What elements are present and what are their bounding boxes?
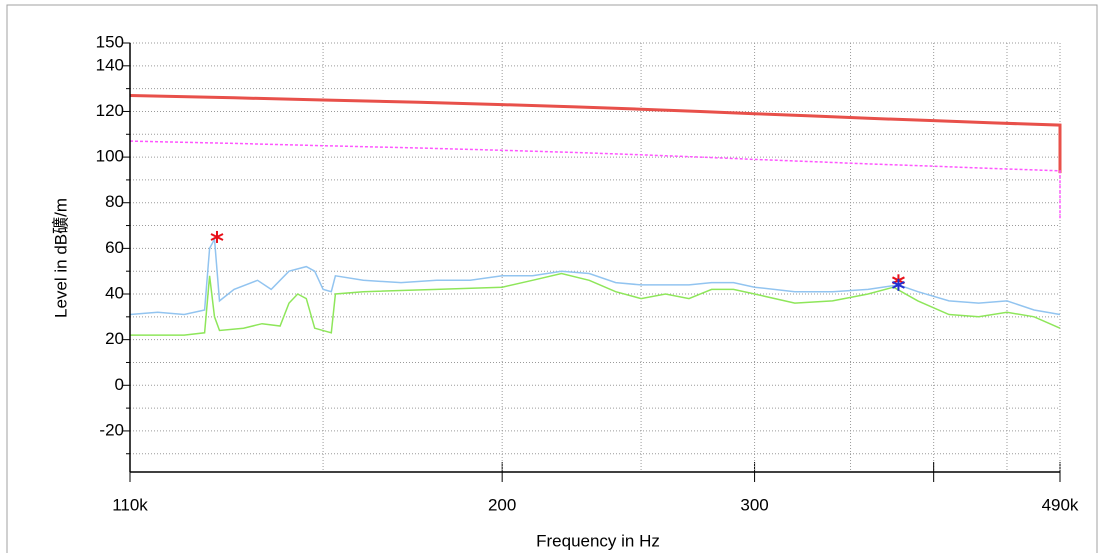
series-line (129, 94, 1062, 174)
y-tick-label: 0 (115, 375, 124, 394)
y-tick-label: 120 (96, 101, 124, 120)
series-line (129, 140, 1061, 219)
y-tick-label: 140 (96, 55, 124, 74)
y-tick-label: 60 (105, 238, 124, 257)
x-axis-label: Frequency in Hz (536, 531, 660, 550)
series-line (130, 272, 1061, 336)
x-tick-label: 490k (1042, 495, 1079, 514)
marker-stroke (892, 280, 905, 289)
y-tick-label: -20 (99, 420, 124, 439)
marker (892, 278, 905, 291)
x-tick-label: 110k (112, 495, 148, 514)
y-tick-label: 20 (105, 329, 124, 348)
x-tick-label: 200 (488, 495, 516, 514)
frame (6, 4, 1098, 553)
x-tick-label: 300 (740, 495, 768, 514)
y-tick-label: 40 (105, 283, 124, 302)
series-line (129, 236, 1061, 316)
y-tick-label: 100 (96, 147, 124, 166)
y-tick-label: 80 (105, 192, 124, 211)
y-axis-label: Level in dB礦/m (51, 198, 70, 318)
y-tick-label: 150 (96, 32, 124, 51)
marker (210, 230, 224, 243)
marker-stroke (210, 233, 224, 241)
